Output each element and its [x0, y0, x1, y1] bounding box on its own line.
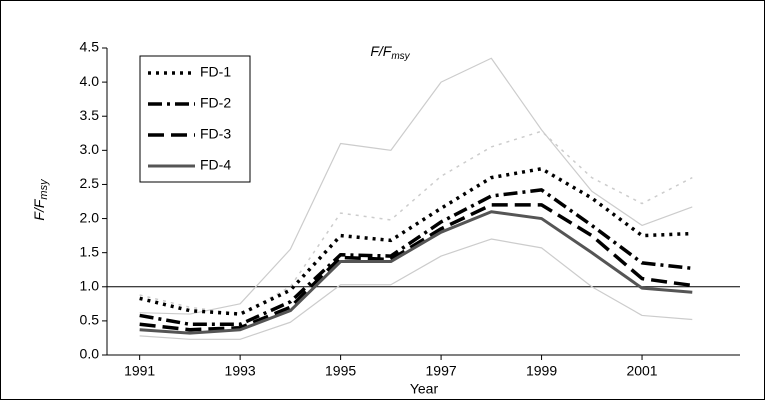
x-tick-label: 2001 — [626, 363, 657, 379]
x-tick-label: 1991 — [124, 363, 155, 379]
y-tick-label: 3.0 — [80, 141, 100, 157]
title-main: F/F — [370, 43, 392, 59]
chart-title: F/Fmsy — [370, 43, 410, 62]
x-tick-label: 1993 — [225, 363, 256, 379]
x-tick-label: 1999 — [526, 363, 557, 379]
y-tick-label: 0.0 — [80, 346, 100, 362]
series-line — [139, 130, 693, 315]
y-tick-label: 1.5 — [80, 243, 100, 259]
legend-box — [139, 55, 251, 183]
y-tick-label: 2.0 — [80, 209, 100, 225]
series-line — [139, 238, 693, 340]
legend: FD-1 FD-2 FD-3 FD-4 — [139, 55, 251, 183]
x-tick-label: 1997 — [426, 363, 457, 379]
y-tick-label: 2.5 — [80, 175, 100, 191]
series-line — [139, 210, 693, 335]
y-label-main: F/F — [31, 198, 47, 220]
legend-label: FD-1 — [200, 64, 231, 80]
y-tick-label: 1.0 — [80, 277, 100, 293]
y-tick-label: 4.0 — [80, 73, 100, 89]
series-line — [139, 188, 693, 327]
legend-label: FD-4 — [200, 157, 231, 173]
title-sub: msy — [391, 51, 410, 62]
y-tick-label: 4.5 — [80, 39, 100, 55]
x-tick-label: 1995 — [325, 363, 356, 379]
y-tick-label: 0.5 — [80, 312, 100, 328]
legend-label: FD-3 — [200, 126, 231, 142]
legend-label: FD-2 — [200, 95, 231, 111]
y-axis-label: F/Fmsy — [31, 178, 50, 221]
series-line — [139, 167, 693, 316]
series-line — [139, 57, 693, 315]
y-tick-label: 3.5 — [80, 107, 100, 123]
x-axis-label: Year — [410, 381, 439, 397]
y-label-sub: msy — [38, 178, 50, 200]
series-line — [139, 203, 693, 332]
